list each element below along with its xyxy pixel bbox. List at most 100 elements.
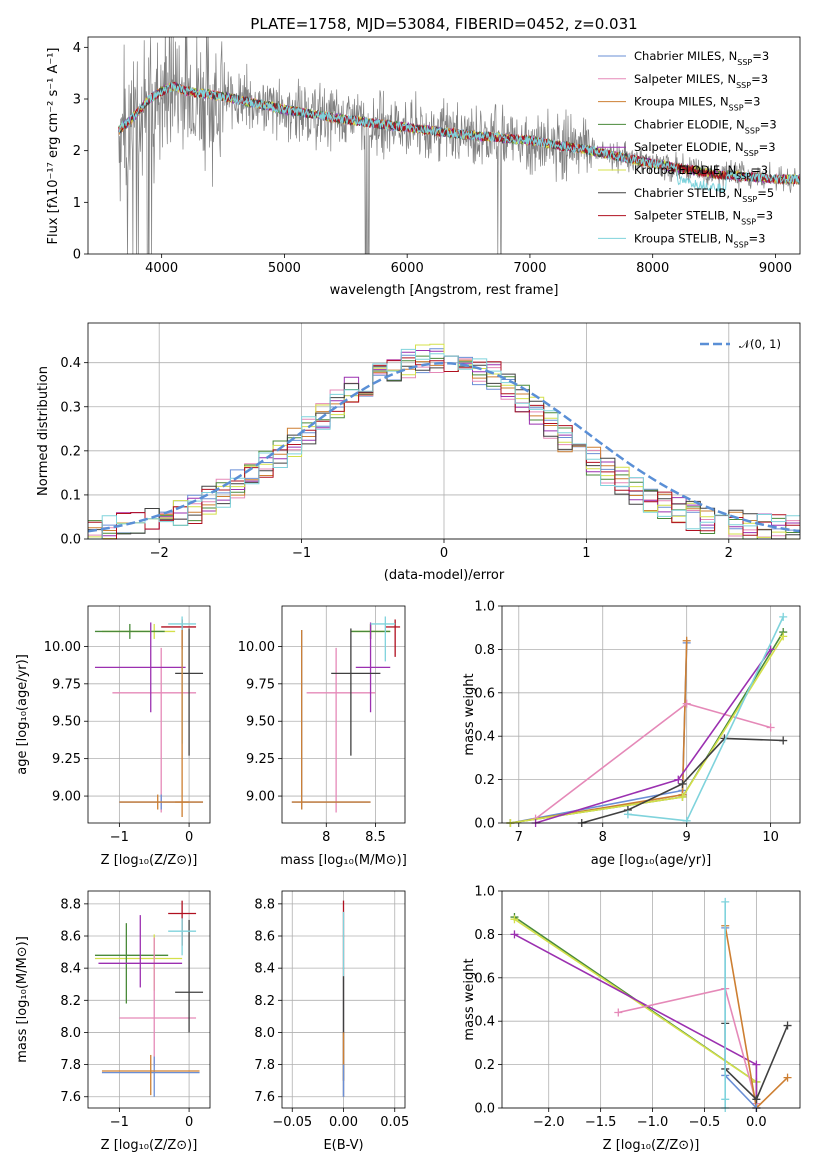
y-tick-label: 8.0 [60,1026,81,1041]
x-axis-label: Z [log₁₀(Z/Z⊙)] [603,1138,700,1153]
axes-frame [281,605,406,824]
weight-series-line [510,631,784,824]
x-tick-label: 8.5 [365,830,386,845]
y-tick-label: 7.8 [254,1058,275,1073]
y-tick-label: 0.8 [474,643,495,658]
legend-label: Chabrier STELIB, NSSP=5 [634,186,774,204]
y-tick-label: 8.2 [60,994,81,1009]
weight-point-marker [678,779,687,788]
y-tick-label: 8.6 [254,930,275,945]
weight-point-marker [510,930,519,939]
x-tick-label: −1 [110,1115,129,1130]
y-tick-label: 1.0 [474,885,495,900]
legend-label: Kroupa STELIB, NSSP=3 [634,231,765,249]
x-axis-label: age [log₁₀(age/yr)] [591,853,712,868]
weight-point-marker [721,1095,730,1104]
weight-series-line [627,616,784,822]
weight-point-marker [783,1021,792,1030]
axes-frame [87,322,801,540]
x-axis-label: E(B-V) [323,1138,363,1153]
y-tick-label: 0.1 [60,488,81,503]
axes-frame [501,605,801,824]
y-tick-label: 7.6 [60,1090,81,1105]
x-tick-label: −1 [110,830,129,845]
y-tick-label: 9.25 [246,752,275,767]
spectrum-legend: Chabrier MILES, NSSP=3 Salpeter MILES, NS… [598,49,777,249]
model-spectrum-line [118,81,800,194]
y-tick-label: 8.8 [254,897,275,912]
y-tick-label: 7.8 [60,1058,81,1073]
axes-frame [501,890,801,1109]
y-tick-label: 8.4 [254,962,275,977]
x-tick-label: −2.0 [533,1115,565,1130]
weight-series-line [514,916,758,1108]
weight-point-marker [623,810,632,819]
weight-point-marker [779,612,788,621]
y-tick-label: 9.00 [52,790,81,805]
legend-label: Salpeter MILES, NSSP=3 [634,72,768,90]
weight-point-marker [766,723,775,732]
y-tick-label: 0.8 [474,928,495,943]
legend-label: Chabrier MILES, NSSP=3 [634,49,769,67]
x-tick-label: 0 [185,830,193,845]
mass-vs-metallicity-panel: −1 0 7.6 7.8 8.0 8.2 8.4 8.6 8.8 Z [log₁₀(Z/Z⊙)]… [15,890,211,1153]
y-tick-label: 0 [73,248,81,263]
residuals-legend: 𝒩(0, 1) [700,337,781,351]
weight-point-marker [779,736,788,745]
y-tick-label: 10.00 [238,640,275,655]
residuals-ylabel: Normed distribution [36,366,51,496]
x-tick-label: 0.0 [746,1115,767,1130]
y-tick-label: 9.00 [246,790,275,805]
y-tick-label: 10.00 [44,640,81,655]
normal-reference-line [87,361,801,533]
y-tick-label: 9.75 [246,677,275,692]
x-tick-label: −1 [292,546,311,561]
y-tick-label: 0.2 [474,1058,495,1073]
y-tick-label: 8.6 [60,930,81,945]
axes-frame [87,890,211,1109]
age-vs-metallicity-panel: −1 0 9.00 9.25 9.50 9.75 10.00 Z [log₁₀(Z/Z⊙)]… [15,605,211,868]
spectrum-ylabel-text: Flux [fλ10⁻¹⁷ erg cm⁻² s⁻¹ A⁻¹] [46,48,61,245]
residual-histogram-line [88,348,800,540]
legend-label: Chabrier ELODIE, NSSP=3 [634,117,777,135]
y-tick-label: 0.4 [474,1015,495,1030]
x-tick-label: 7 [515,830,523,845]
residuals-xlabel: (data-model)/error [384,568,505,583]
weight-point-marker [721,897,730,906]
weight-vs-metallicity-panel: −2.0 −1.5 −1.0 −0.5 0.0 0.0 0.2 0.4 0.6 0.8 1.0 Z … [462,885,801,1153]
y-axis-label: age [log₁₀(age/yr)] [15,654,30,775]
x-tick-label: 10 [762,830,779,845]
y-tick-label: 3 [73,93,81,108]
y-tick-label: 0.4 [474,730,495,745]
x-tick-label: 6000 [391,261,424,276]
y-tick-label: 9.50 [52,715,81,730]
y-tick-label: 1 [73,196,81,211]
legend-label: Salpeter ELODIE, NSSP=3 [634,140,776,158]
x-tick-label: −0.5 [689,1115,721,1130]
x-tick-label: 9 [683,830,691,845]
y-tick-label: 0.0 [474,817,495,832]
legend-label: Salpeter STELIB, NSSP=3 [634,209,773,227]
y-axis-label: mass weight [462,673,477,755]
x-tick-label: 0.05 [380,1115,409,1130]
x-tick-label: −1.0 [637,1115,669,1130]
y-tick-label: 0.4 [60,356,81,371]
y-tick-label: 9.25 [52,752,81,767]
weight-series-line [510,642,688,824]
weight-series-line [514,918,758,1108]
axes-frame [281,890,406,1109]
residual-histogram-line [88,357,800,540]
y-tick-label: 9.50 [246,715,275,730]
weight-point-marker [682,636,691,645]
x-tick-label: 2 [725,546,733,561]
weight-point-marker [674,775,683,784]
y-tick-label: 0.0 [474,1102,495,1117]
x-tick-label: 9000 [759,261,792,276]
y-axis-label: mass weight [462,958,477,1040]
x-tick-label: 8 [322,830,330,845]
x-axis-label: Z [log₁₀(Z/Z⊙)] [101,853,198,868]
x-tick-label: −2 [150,546,169,561]
y-tick-label: 0.2 [60,444,81,459]
y-tick-label: 0.0 [60,533,81,548]
